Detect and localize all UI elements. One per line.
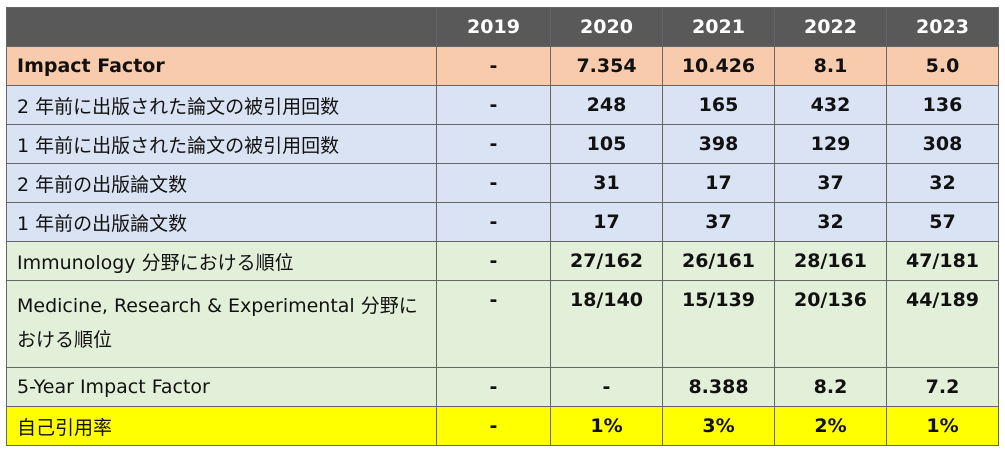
row-5year-impact-factor: 5-Year Impact Factor - - 8.388 8.2 7.2 xyxy=(6,367,999,407)
row-label: 自己引用率 xyxy=(6,406,437,446)
cell-2023: 32 xyxy=(886,163,999,203)
row-label: 1 年前に出版された論文の被引用回数 xyxy=(6,124,437,164)
cell-2020: 18/140 xyxy=(550,280,663,368)
cell-2020: 17 xyxy=(550,202,663,242)
cell-2023: 308 xyxy=(886,124,999,164)
cell-2022: 8.2 xyxy=(774,367,887,407)
cell-2020: 7.354 xyxy=(550,46,663,86)
cell-2020: 27/162 xyxy=(550,241,663,281)
header-corner-cell xyxy=(6,7,437,47)
row-papers-1y: 1 年前の出版論文数 - 17 37 32 57 xyxy=(6,202,999,242)
cell-2020: - xyxy=(550,367,663,407)
year-header-2019: 2019 xyxy=(436,7,551,47)
cell-2019: - xyxy=(436,367,551,407)
cell-2023: 7.2 xyxy=(886,367,999,407)
cell-2023: 44/189 xyxy=(886,280,999,368)
row-label: Immunology 分野における順位 xyxy=(6,241,437,281)
row-label: 2 年前の出版論文数 xyxy=(6,163,437,203)
cell-2019: - xyxy=(436,46,551,86)
cell-2022: 432 xyxy=(774,85,887,125)
cell-2019: - xyxy=(436,406,551,446)
year-header-2022: 2022 xyxy=(774,7,887,47)
cell-2021: 398 xyxy=(662,124,775,164)
cell-2022: 129 xyxy=(774,124,887,164)
cell-2019: - xyxy=(436,124,551,164)
row-citations-1y: 1 年前に出版された論文の被引用回数 - 105 398 129 308 xyxy=(6,124,999,164)
row-immunology-rank: Immunology 分野における順位 - 27/162 26/161 28/1… xyxy=(6,241,999,281)
cell-2021: 37 xyxy=(662,202,775,242)
cell-2023: 47/181 xyxy=(886,241,999,281)
year-header-2023: 2023 xyxy=(886,7,999,47)
cell-2019: - xyxy=(436,202,551,242)
cell-2020: 1% xyxy=(550,406,663,446)
cell-2020: 248 xyxy=(550,85,663,125)
cell-2021: 8.388 xyxy=(662,367,775,407)
row-impact-factor: Impact Factor - 7.354 10.426 8.1 5.0 xyxy=(6,46,999,86)
year-header-2021: 2021 xyxy=(662,7,775,47)
impact-factor-table: 2019 2020 2021 2022 2023 Impact Factor -… xyxy=(6,7,999,446)
row-label: 5-Year Impact Factor xyxy=(6,367,437,407)
cell-2023: 57 xyxy=(886,202,999,242)
cell-2019: - xyxy=(436,280,551,368)
cell-2021: 3% xyxy=(662,406,775,446)
cell-2019: - xyxy=(436,241,551,281)
cell-2022: 28/161 xyxy=(774,241,887,281)
cell-2021: 15/139 xyxy=(662,280,775,368)
cell-2021: 17 xyxy=(662,163,775,203)
cell-2022: 8.1 xyxy=(774,46,887,86)
row-label: Impact Factor xyxy=(6,46,437,86)
year-header-2020: 2020 xyxy=(550,7,663,47)
cell-2019: - xyxy=(436,85,551,125)
row-papers-2y: 2 年前の出版論文数 - 31 17 37 32 xyxy=(6,163,999,203)
cell-2023: 5.0 xyxy=(886,46,999,86)
cell-2021: 26/161 xyxy=(662,241,775,281)
row-label: 1 年前の出版論文数 xyxy=(6,202,437,242)
row-medicine-rank: Medicine, Research & Experimental 分野における… xyxy=(6,280,999,368)
cell-2020: 105 xyxy=(550,124,663,164)
cell-2022: 2% xyxy=(774,406,887,446)
cell-2022: 32 xyxy=(774,202,887,242)
row-self-citation-rate: 自己引用率 - 1% 3% 2% 1% xyxy=(6,406,999,446)
header-row: 2019 2020 2021 2022 2023 xyxy=(6,7,999,47)
cell-2021: 165 xyxy=(662,85,775,125)
cell-2020: 31 xyxy=(550,163,663,203)
row-citations-2y: 2 年前に出版された論文の被引用回数 - 248 165 432 136 xyxy=(6,85,999,125)
cell-2019: - xyxy=(436,163,551,203)
cell-2023: 136 xyxy=(886,85,999,125)
cell-2022: 20/136 xyxy=(774,280,887,368)
cell-2021: 10.426 xyxy=(662,46,775,86)
row-label: 2 年前に出版された論文の被引用回数 xyxy=(6,85,437,125)
cell-2022: 37 xyxy=(774,163,887,203)
cell-2023: 1% xyxy=(886,406,999,446)
row-label: Medicine, Research & Experimental 分野における… xyxy=(6,280,437,368)
